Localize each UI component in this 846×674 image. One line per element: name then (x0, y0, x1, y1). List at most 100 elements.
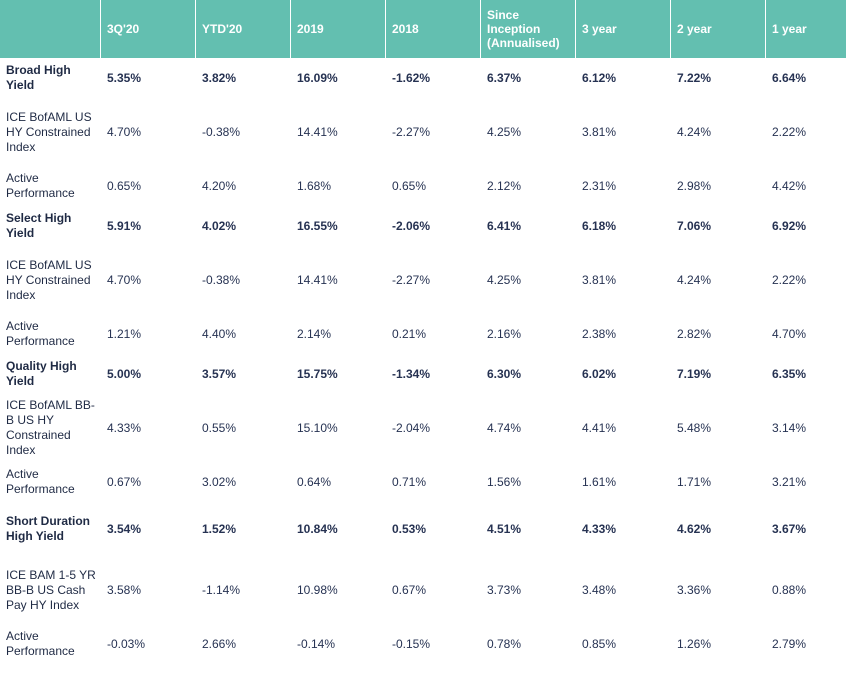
value-cell: 2.16% (481, 314, 576, 354)
value-cell: 4.33% (576, 502, 671, 556)
row-label: Broad High Yield (0, 58, 101, 98)
value-cell: 2.82% (671, 314, 766, 354)
value-cell: 0.53% (386, 502, 481, 556)
row-label-text: ICE BofAML BB-B US HY Constrained Index (6, 398, 95, 457)
value-cell: -2.27% (386, 246, 481, 314)
row-label: Active Performance (0, 462, 101, 502)
row-label-text: Broad High Yield (6, 63, 71, 92)
value-cell: 2.79% (766, 624, 846, 664)
value-cell: 0.65% (101, 166, 196, 206)
value-cell: 1.21% (101, 314, 196, 354)
value-cell: -2.04% (386, 394, 481, 462)
value-cell: 6.64% (766, 58, 846, 98)
value-cell: -1.62% (386, 58, 481, 98)
header-cell-since-inception: Since Inception (Annualised) (481, 0, 576, 58)
value-cell: 0.67% (386, 556, 481, 624)
value-cell: 3.57% (196, 354, 291, 394)
row-label-text: Select High Yield (6, 211, 72, 240)
value-cell: -0.38% (196, 98, 291, 166)
header-cell-blank (0, 0, 101, 58)
row-label-text: ICE BofAML US HY Constrained Index (6, 257, 92, 302)
table-row: Active Performance 0.65% 4.20% 1.68% 0.65% 2.… (0, 166, 846, 206)
value-cell: 0.71% (386, 462, 481, 502)
value-cell: 2.38% (576, 314, 671, 354)
value-cell: 6.41% (481, 206, 576, 246)
table-row: Active Performance -0.03% 2.66% -0.14% -0.15… (0, 624, 846, 664)
row-label-text: Active Performance (6, 467, 75, 496)
table-row: Select High Yield 5.91% 4.02% 16.55% -2.06% 6… (0, 206, 846, 246)
value-cell: 2.22% (766, 246, 846, 314)
value-cell: 3.81% (576, 246, 671, 314)
value-cell: -1.14% (196, 556, 291, 624)
value-cell: 2.31% (576, 166, 671, 206)
value-cell: 7.22% (671, 58, 766, 98)
row-label-text: Active Performance (6, 319, 75, 348)
header-cell-2-year: 2 year (671, 0, 766, 58)
value-cell: 4.74% (481, 394, 576, 462)
value-cell: -2.27% (386, 98, 481, 166)
value-cell: 5.48% (671, 394, 766, 462)
table-row: Active Performance 1.21% 4.40% 2.14% 0.21% 2.… (0, 314, 846, 354)
value-cell: 4.70% (101, 98, 196, 166)
value-cell: 4.02% (196, 206, 291, 246)
value-cell: 2.12% (481, 166, 576, 206)
value-cell: 3.67% (766, 502, 846, 556)
value-cell: 0.55% (196, 394, 291, 462)
value-cell: -2.06% (386, 206, 481, 246)
value-cell: 3.82% (196, 58, 291, 98)
row-label: Active Performance (0, 624, 101, 664)
value-cell: 3.54% (101, 502, 196, 556)
value-cell: 4.24% (671, 246, 766, 314)
value-cell: 3.73% (481, 556, 576, 624)
table-body: Broad High Yield 5.35% 3.82% 16.09% -1.62% 6.… (0, 58, 846, 664)
value-cell: 3.14% (766, 394, 846, 462)
value-cell: 3.81% (576, 98, 671, 166)
row-label: Short Duration High Yield (0, 502, 101, 556)
value-cell: 4.24% (671, 98, 766, 166)
row-label-text: ICE BAM 1-5 YR BB-B US Cash Pay HY Index (6, 567, 96, 612)
table-row: Broad High Yield 5.35% 3.82% 16.09% -1.62% 6.… (0, 58, 846, 98)
row-label: Select High Yield (0, 206, 101, 246)
row-label: Active Performance (0, 166, 101, 206)
value-cell: 6.12% (576, 58, 671, 98)
value-cell: 0.85% (576, 624, 671, 664)
table-row: Quality High Yield 5.00% 3.57% 15.75% -1.34%… (0, 354, 846, 394)
value-cell: 0.64% (291, 462, 386, 502)
value-cell: 2.98% (671, 166, 766, 206)
value-cell: 15.75% (291, 354, 386, 394)
value-cell: 0.78% (481, 624, 576, 664)
value-cell: 2.66% (196, 624, 291, 664)
row-label-text: Quality High Yield (6, 359, 77, 388)
value-cell: 0.21% (386, 314, 481, 354)
value-cell: 4.51% (481, 502, 576, 556)
value-cell: 5.35% (101, 58, 196, 98)
row-label: ICE BAM 1-5 YR BB-B US Cash Pay HY Index (0, 556, 101, 624)
value-cell: -1.34% (386, 354, 481, 394)
value-cell: 16.09% (291, 58, 386, 98)
table-header: 3Q'20 YTD'20 2019 2018 Since Inception (… (0, 0, 846, 58)
table-row: ICE BofAML US HY Constrained Index 4.70% -… (0, 98, 846, 166)
value-cell: -0.38% (196, 246, 291, 314)
value-cell: 10.84% (291, 502, 386, 556)
value-cell: 2.22% (766, 98, 846, 166)
table-row: ICE BofAML BB-B US HY Constrained Index 4… (0, 394, 846, 462)
row-label: ICE BofAML US HY Constrained Index (0, 98, 101, 166)
row-label-text: Active Performance (6, 171, 75, 200)
row-label: Active Performance (0, 314, 101, 354)
row-label: Quality High Yield (0, 354, 101, 394)
value-cell: 6.35% (766, 354, 846, 394)
row-label: ICE BofAML US HY Constrained Index (0, 246, 101, 314)
value-cell: 7.06% (671, 206, 766, 246)
value-cell: 3.48% (576, 556, 671, 624)
row-label-text: ICE BofAML US HY Constrained Index (6, 109, 92, 154)
value-cell: 0.88% (766, 556, 846, 624)
row-label-text: Short Duration High Yield (6, 514, 90, 543)
value-cell: 16.55% (291, 206, 386, 246)
value-cell: 6.92% (766, 206, 846, 246)
value-cell: 2.14% (291, 314, 386, 354)
table-row: Short Duration High Yield 3.54% 1.52% 10.84… (0, 502, 846, 556)
value-cell: 0.65% (386, 166, 481, 206)
value-cell: 5.00% (101, 354, 196, 394)
